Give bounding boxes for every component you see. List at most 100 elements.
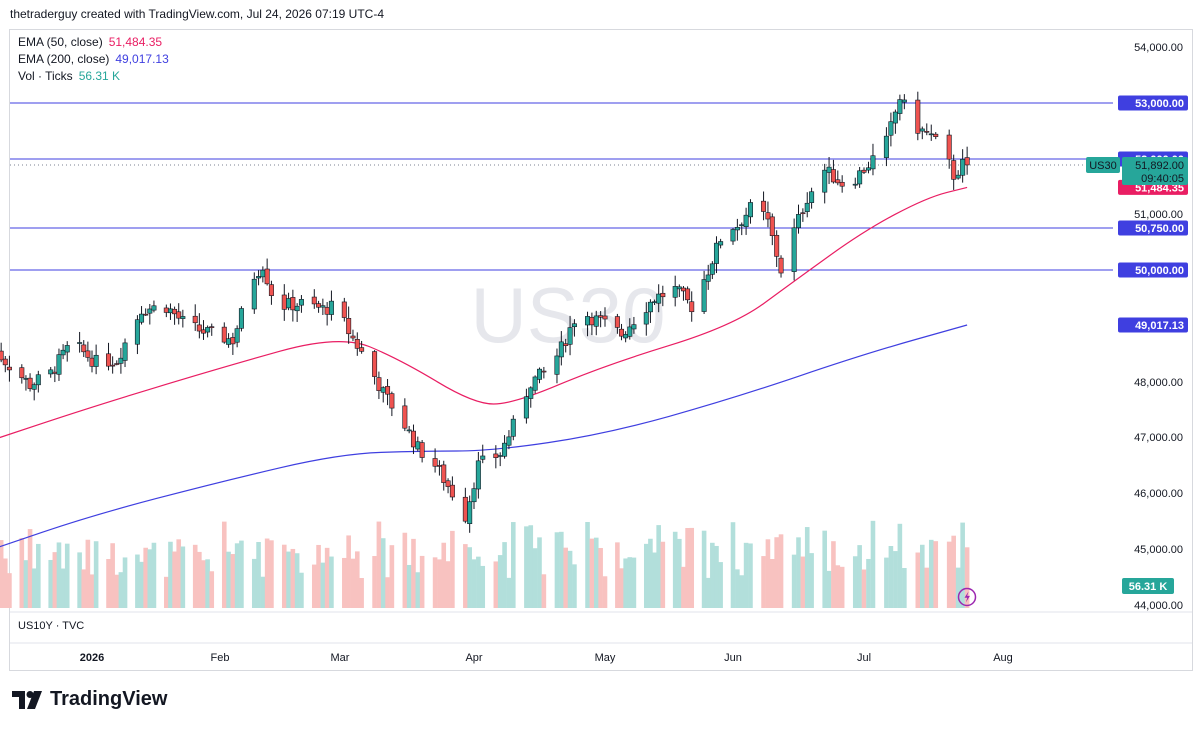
legend-volume[interactable]: Vol · Ticks 56.31 K <box>18 68 175 85</box>
candle-155[interactable] <box>915 91 921 141</box>
candle-76[interactable] <box>436 460 442 476</box>
candle-45[interactable] <box>251 272 257 314</box>
candle-34[interactable] <box>180 309 186 328</box>
candle-13[interactable] <box>60 344 66 360</box>
candle-117[interactable] <box>680 285 686 301</box>
candle-128[interactable] <box>743 207 749 235</box>
candle-75[interactable] <box>432 448 438 473</box>
candle-20[interactable] <box>106 342 112 371</box>
candle-135[interactable] <box>791 218 797 281</box>
candle-152[interactable] <box>892 109 898 134</box>
candle-62[interactable] <box>350 329 356 342</box>
candle-66[interactable] <box>376 371 382 400</box>
candle-105[interactable] <box>614 313 620 334</box>
candle-39[interactable] <box>209 323 215 336</box>
candle-33[interactable] <box>176 303 182 325</box>
candle-144[interactable] <box>839 175 845 193</box>
candle-104[interactable] <box>602 307 608 327</box>
candle-48[interactable] <box>264 258 270 286</box>
candle-46[interactable] <box>256 270 262 286</box>
candle-158[interactable] <box>928 124 934 141</box>
candle-79[interactable] <box>449 476 455 501</box>
candle-51[interactable] <box>286 292 292 311</box>
candle-141[interactable] <box>826 157 832 185</box>
candle-97[interactable] <box>563 338 569 353</box>
candle-138[interactable] <box>804 192 810 218</box>
candle-54[interactable] <box>298 295 304 313</box>
candle-159[interactable] <box>933 132 939 140</box>
candle-53[interactable] <box>294 303 300 322</box>
candle-44[interactable] <box>238 306 244 332</box>
candle-72[interactable] <box>410 424 416 455</box>
candle-8[interactable] <box>31 382 37 401</box>
candle-38[interactable] <box>205 325 211 338</box>
candle-29[interactable] <box>151 300 157 313</box>
candle-87[interactable] <box>502 435 508 459</box>
candle-84[interactable] <box>480 444 486 464</box>
candle-18[interactable] <box>89 350 95 373</box>
candle-142[interactable] <box>830 159 836 184</box>
candle-14[interactable] <box>64 341 70 362</box>
candle-67[interactable] <box>380 386 386 403</box>
candle-140[interactable] <box>822 163 828 204</box>
candle-5[interactable] <box>19 364 25 384</box>
candle-126[interactable] <box>734 218 740 241</box>
candle-148[interactable] <box>865 161 871 174</box>
level-badge-2[interactable]: 50,750.00 <box>1118 220 1188 236</box>
candle-123[interactable] <box>713 236 719 274</box>
level-badge-3[interactable]: 50,000.00 <box>1118 262 1188 278</box>
candle-164[interactable] <box>964 146 970 175</box>
candle-43[interactable] <box>234 325 240 348</box>
candle-110[interactable] <box>643 302 649 336</box>
candle-163[interactable] <box>960 149 966 183</box>
candle-111[interactable] <box>647 299 653 323</box>
candle-41[interactable] <box>226 333 232 348</box>
candle-56[interactable] <box>316 300 322 313</box>
symbol-tag[interactable]: US30 <box>1086 156 1120 173</box>
candle-11[interactable] <box>52 366 58 383</box>
candle-4[interactable] <box>6 355 12 382</box>
candle-12[interactable] <box>56 348 62 381</box>
candle-10[interactable] <box>48 366 54 378</box>
candle-57[interactable] <box>320 298 326 316</box>
candle-61[interactable] <box>346 306 352 344</box>
candle-130[interactable] <box>761 191 767 221</box>
ema50-line[interactable] <box>0 186 968 439</box>
candle-9[interactable] <box>35 370 41 393</box>
candle-83[interactable] <box>475 451 481 499</box>
volume-badge[interactable]: 56.31 K <box>1122 578 1174 594</box>
candle-35[interactable] <box>192 304 198 331</box>
candle-78[interactable] <box>445 478 451 494</box>
candle-19[interactable] <box>93 344 99 375</box>
candle-15[interactable] <box>77 331 83 353</box>
candle-136[interactable] <box>795 204 801 234</box>
candle-160[interactable] <box>946 129 952 169</box>
candle-6[interactable] <box>23 375 29 391</box>
ema200-badge[interactable]: 49,017.13 <box>1118 317 1188 333</box>
candle-40[interactable] <box>221 322 227 344</box>
candle-95[interactable] <box>554 348 560 384</box>
candle-71[interactable] <box>406 425 412 434</box>
legend-ema50[interactable]: EMA (50, close) 51,484.35 <box>18 34 175 51</box>
alert-icon[interactable] <box>957 587 977 607</box>
candle-127[interactable] <box>739 222 745 236</box>
candle-162[interactable] <box>955 170 961 180</box>
candle-82[interactable] <box>471 482 477 510</box>
candle-149[interactable] <box>870 143 876 176</box>
candle-92[interactable] <box>532 375 538 394</box>
candle-27[interactable] <box>143 308 149 316</box>
candle-32[interactable] <box>172 306 178 325</box>
candle-73[interactable] <box>415 436 421 452</box>
candle-7[interactable] <box>27 373 33 392</box>
candle-23[interactable] <box>118 347 124 374</box>
candle-30[interactable] <box>163 304 169 318</box>
candle-90[interactable] <box>523 388 529 424</box>
candle-154[interactable] <box>901 94 907 110</box>
candle-93[interactable] <box>536 367 542 384</box>
candle-59[interactable] <box>328 290 334 321</box>
candle-102[interactable] <box>593 310 599 336</box>
candle-17[interactable] <box>85 341 91 362</box>
candle-88[interactable] <box>506 430 512 450</box>
candle-96[interactable] <box>558 331 564 366</box>
candle-153[interactable] <box>897 94 903 121</box>
